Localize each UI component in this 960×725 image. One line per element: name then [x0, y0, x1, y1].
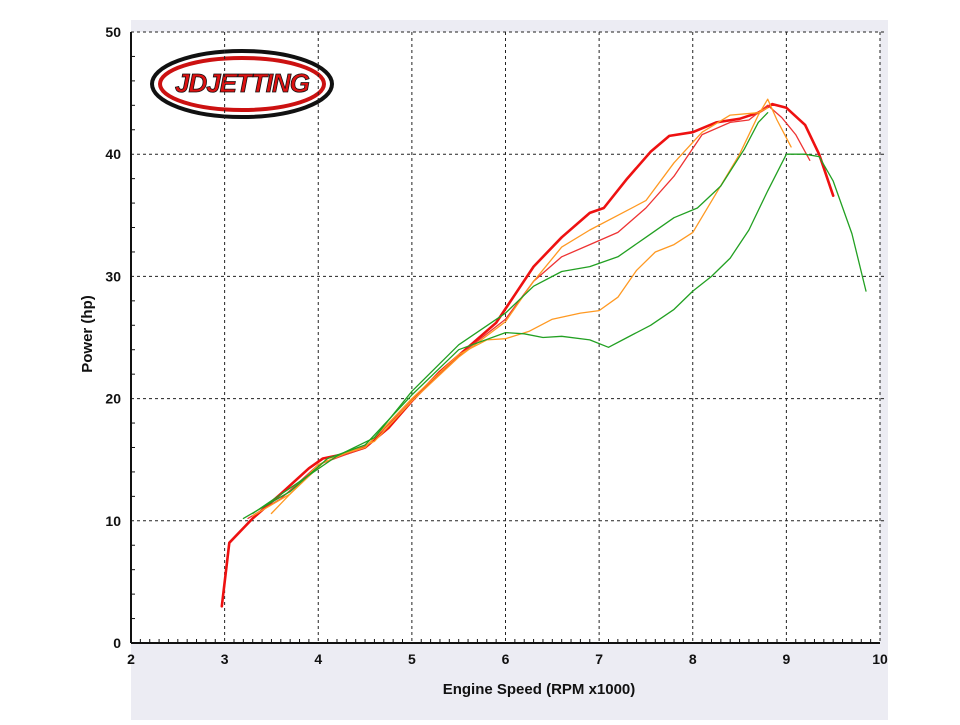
logo-text: JDJETTING — [175, 68, 310, 98]
jdjetting-logo: JDJETTING — [150, 49, 334, 119]
x-axis-title: Engine Speed (RPM x1000) — [443, 681, 636, 698]
axes — [130, 32, 880, 644]
series-line-6 — [252, 112, 769, 515]
x-tick-label: 4 — [314, 651, 322, 667]
y-tick-label: 0 — [113, 635, 121, 651]
tick-labels: 2 3 4 5 6 7 8 9 10 0 10 20 30 40 50 — [105, 24, 888, 667]
x-tick-label: 7 — [595, 651, 603, 667]
y-tick-label: 10 — [105, 513, 121, 529]
y-tick-label: 40 — [105, 146, 121, 162]
x-tick-label: 10 — [872, 651, 888, 667]
x-tick-label: 3 — [221, 651, 229, 667]
plot-area — [131, 32, 880, 643]
series-line-3 — [252, 98, 792, 517]
series-lines — [220, 98, 867, 608]
y-axis-title: Power (hp) — [79, 295, 96, 373]
y-tick-label: 20 — [105, 391, 121, 407]
x-tick-label: 5 — [408, 651, 416, 667]
x-tick-label: 9 — [782, 651, 790, 667]
series-line-5 — [242, 153, 867, 520]
y-tick-label: 50 — [105, 24, 121, 40]
x-tick-label: 8 — [689, 651, 697, 667]
series-line-4 — [270, 107, 769, 515]
x-tick-label: 6 — [502, 651, 510, 667]
y-tick-label: 30 — [105, 268, 121, 284]
x-tick-label: 2 — [127, 651, 135, 667]
